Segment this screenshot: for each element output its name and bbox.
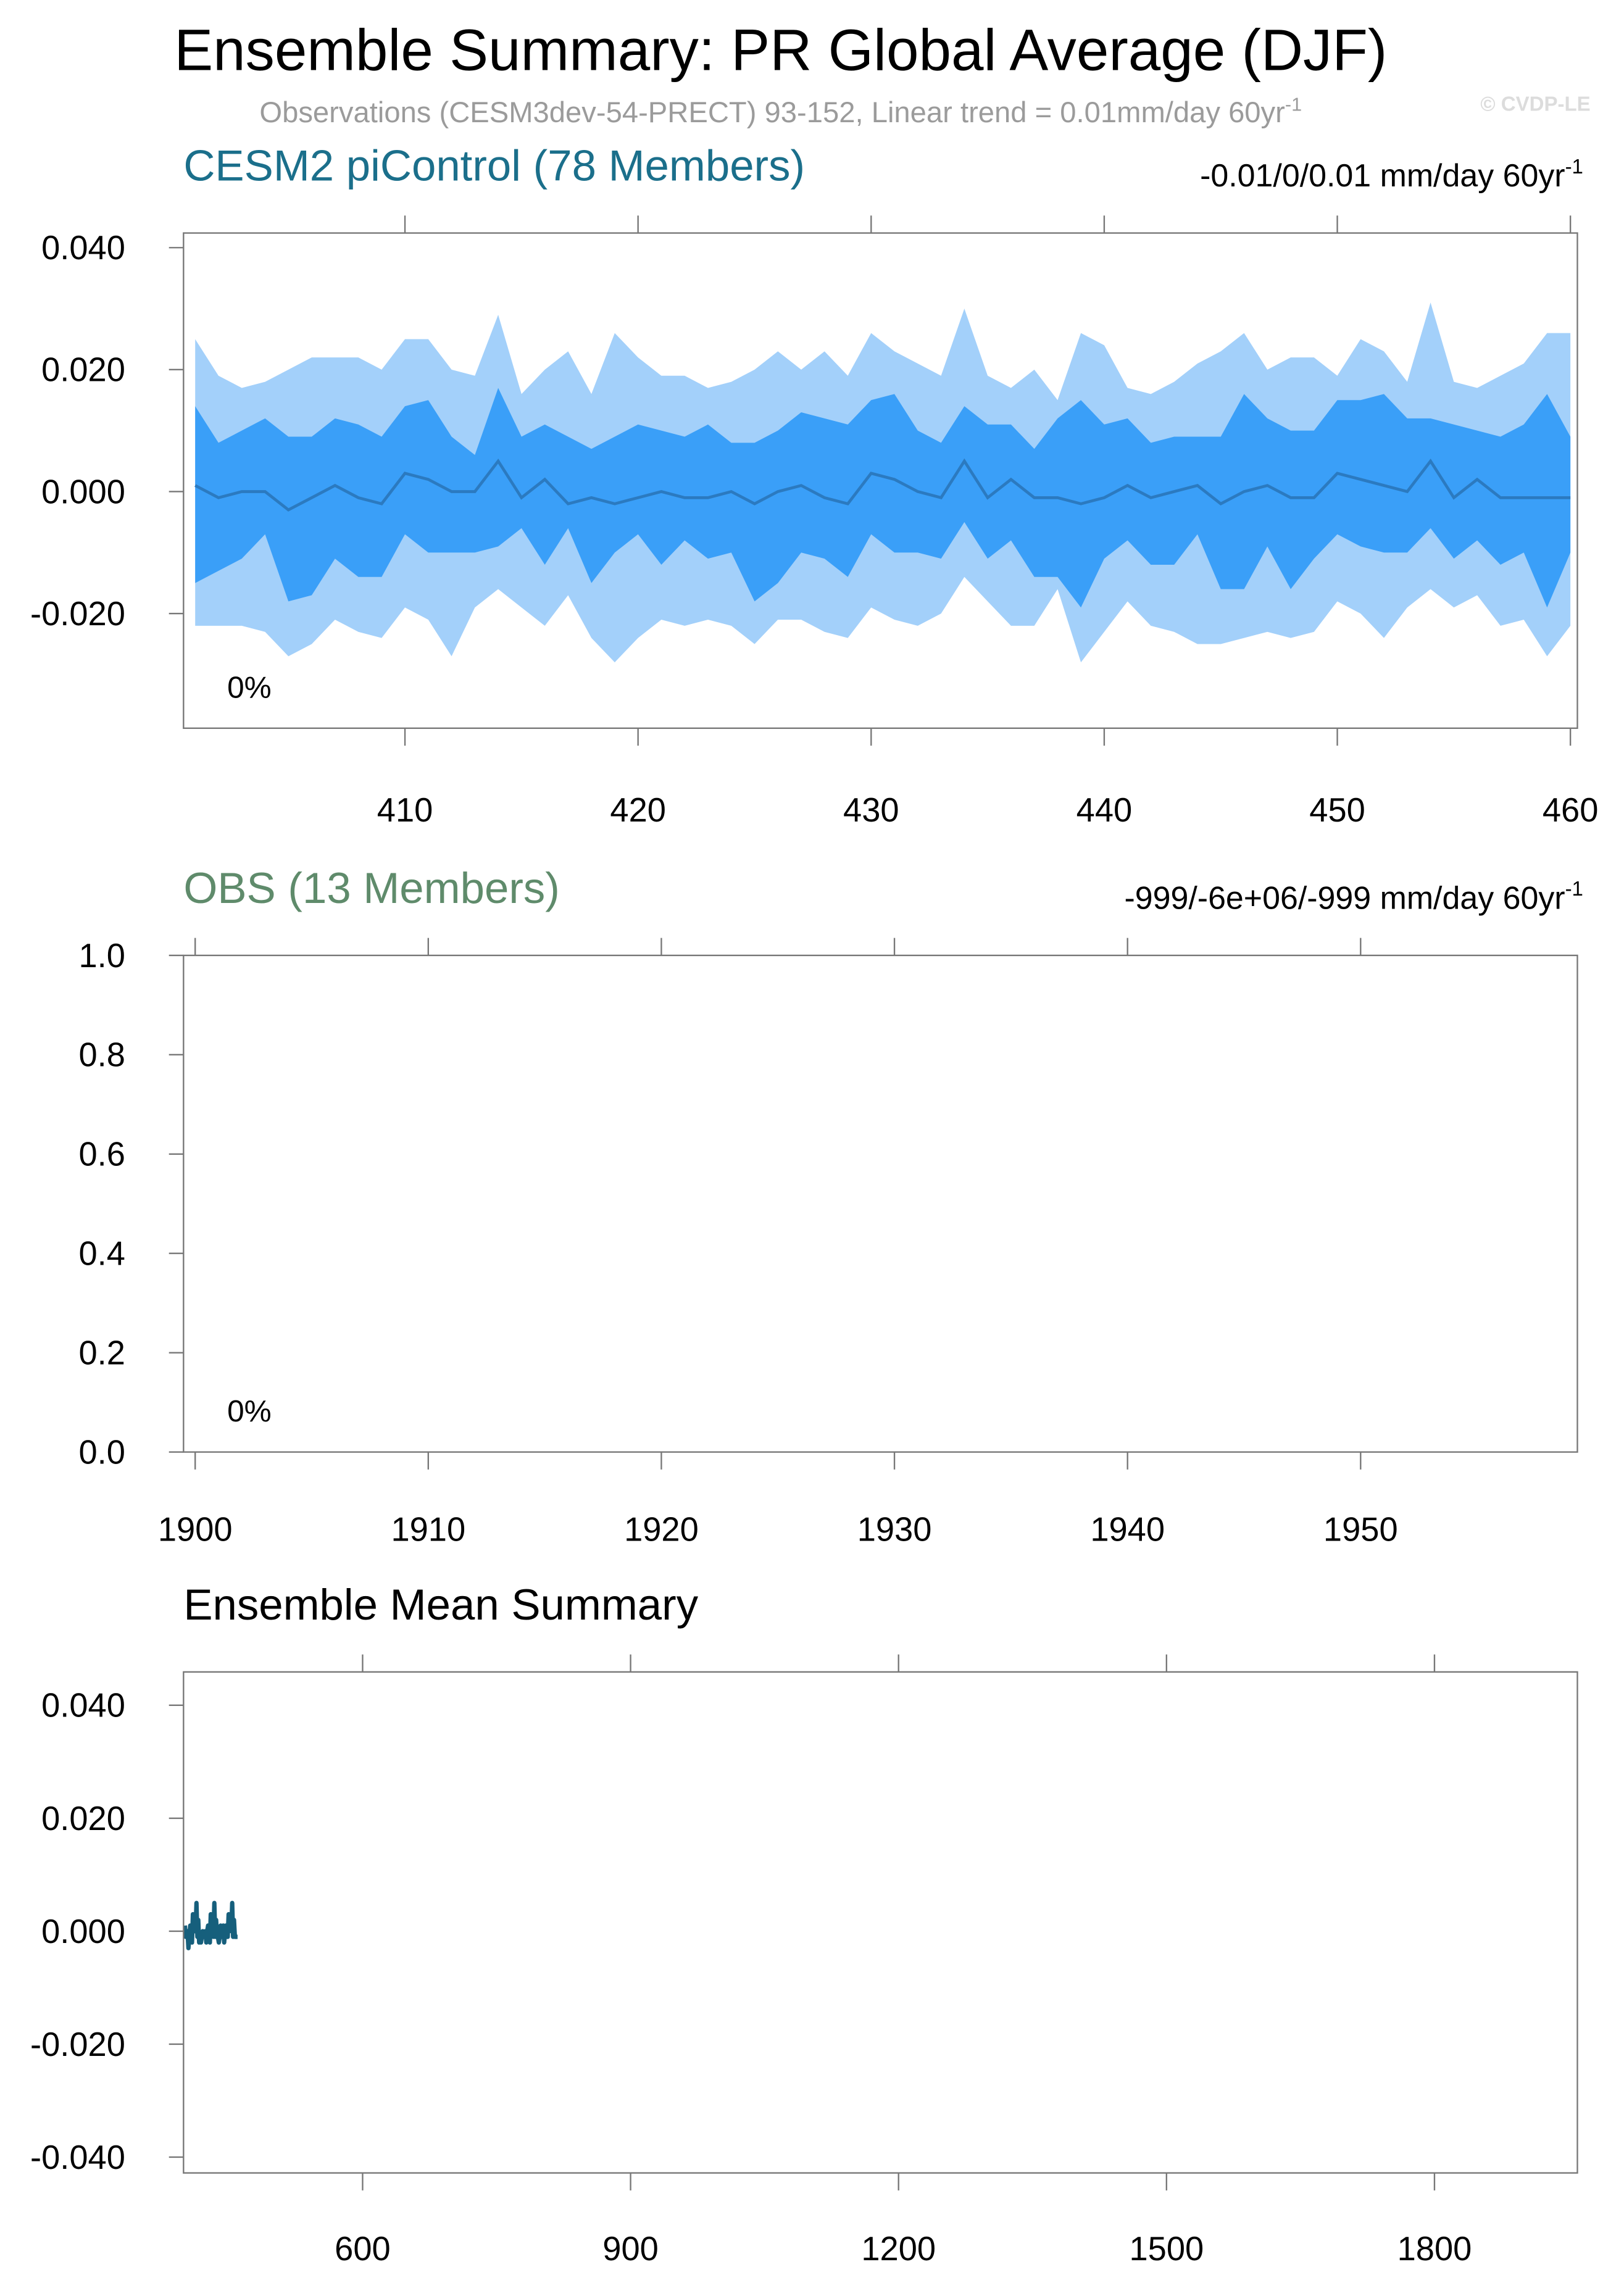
x-tick-label: 1910 — [391, 1511, 465, 1549]
series-line — [183, 1900, 239, 1950]
right-label-superscript: -1 — [1565, 877, 1583, 900]
y-tick-label: 0.000 — [41, 1913, 125, 1950]
subtitle-superscript: -1 — [1285, 94, 1302, 115]
panel-title: Ensemble Mean Summary — [183, 1580, 698, 1629]
y-tick-label: 0.6 — [78, 1136, 125, 1173]
x-tick-label: 1900 — [158, 1511, 233, 1549]
y-tick-label: -0.040 — [30, 2139, 125, 2176]
plot-area — [183, 1900, 239, 1950]
x-tick-label: 900 — [602, 2230, 659, 2268]
plot-frame — [183, 1671, 1578, 2174]
y-tick-label: 0.020 — [41, 1800, 125, 1837]
right-label-text: -0.01/0/0.01 mm/day 60yr — [1200, 158, 1565, 194]
y-tick-label: 0.040 — [41, 229, 125, 267]
y-tick-label: 0.4 — [78, 1235, 125, 1273]
x-tick-label: 440 — [1076, 791, 1133, 829]
right-label-text: -999/-6e+06/-999 mm/day 60yr — [1124, 880, 1565, 916]
plot-frame — [183, 232, 1578, 730]
spread-band — [195, 388, 1571, 608]
y-tick-label: -0.020 — [30, 595, 125, 633]
panel-right-label: -0.01/0/0.01 mm/day 60yr-1 — [1200, 155, 1583, 194]
panel-title: CESM2 piControl (78 Members) — [183, 141, 805, 190]
x-tick-label: 1950 — [1323, 1511, 1398, 1549]
x-tick-label: 1200 — [861, 2230, 936, 2268]
x-tick-label: 460 — [1543, 791, 1599, 829]
right-label-superscript: -1 — [1565, 155, 1583, 178]
x-tick-label: 1940 — [1090, 1511, 1165, 1549]
annotation: 0% — [227, 670, 272, 704]
y-tick-label: 0.000 — [41, 473, 125, 510]
x-tick-label: 410 — [377, 791, 433, 829]
ensemble-mean-line — [194, 458, 1571, 512]
y-tick-label: 1.0 — [78, 937, 125, 975]
plot-area — [194, 302, 1571, 663]
annotation: 0% — [227, 1394, 272, 1428]
panel-title: OBS (13 Members) — [183, 863, 560, 912]
x-tick-label: 430 — [843, 791, 899, 829]
y-tick-label: 0.0 — [78, 1433, 125, 1471]
y-tick-label: 0.8 — [78, 1036, 125, 1074]
y-tick-label: 0.020 — [41, 351, 125, 389]
x-tick-label: 450 — [1309, 791, 1365, 829]
watermark: © CVDP-LE — [1480, 92, 1590, 115]
x-tick-label: 1930 — [857, 1511, 932, 1549]
x-tick-label: 1920 — [624, 1511, 699, 1549]
panel-right-label: -999/-6e+06/-999 mm/day 60yr-1 — [1124, 877, 1583, 916]
y-tick-label: -0.020 — [30, 2026, 125, 2063]
x-tick-label: 600 — [335, 2230, 391, 2268]
x-tick-label: 1500 — [1129, 2230, 1204, 2268]
subtitle-text: Observations (CESM3dev-54-PRECT) 93-152,… — [259, 96, 1285, 129]
x-tick-label: 420 — [610, 791, 666, 829]
y-tick-label: 0.040 — [41, 1687, 125, 1724]
page-title: Ensemble Summary: PR Global Average (DJF… — [174, 18, 1387, 83]
subtitle: Observations (CESM3dev-54-PRECT) 93-152,… — [259, 94, 1302, 129]
y-tick-label: 0.2 — [78, 1334, 125, 1372]
x-tick-label: 1800 — [1397, 2230, 1472, 2268]
plot-frame — [183, 954, 1578, 1453]
